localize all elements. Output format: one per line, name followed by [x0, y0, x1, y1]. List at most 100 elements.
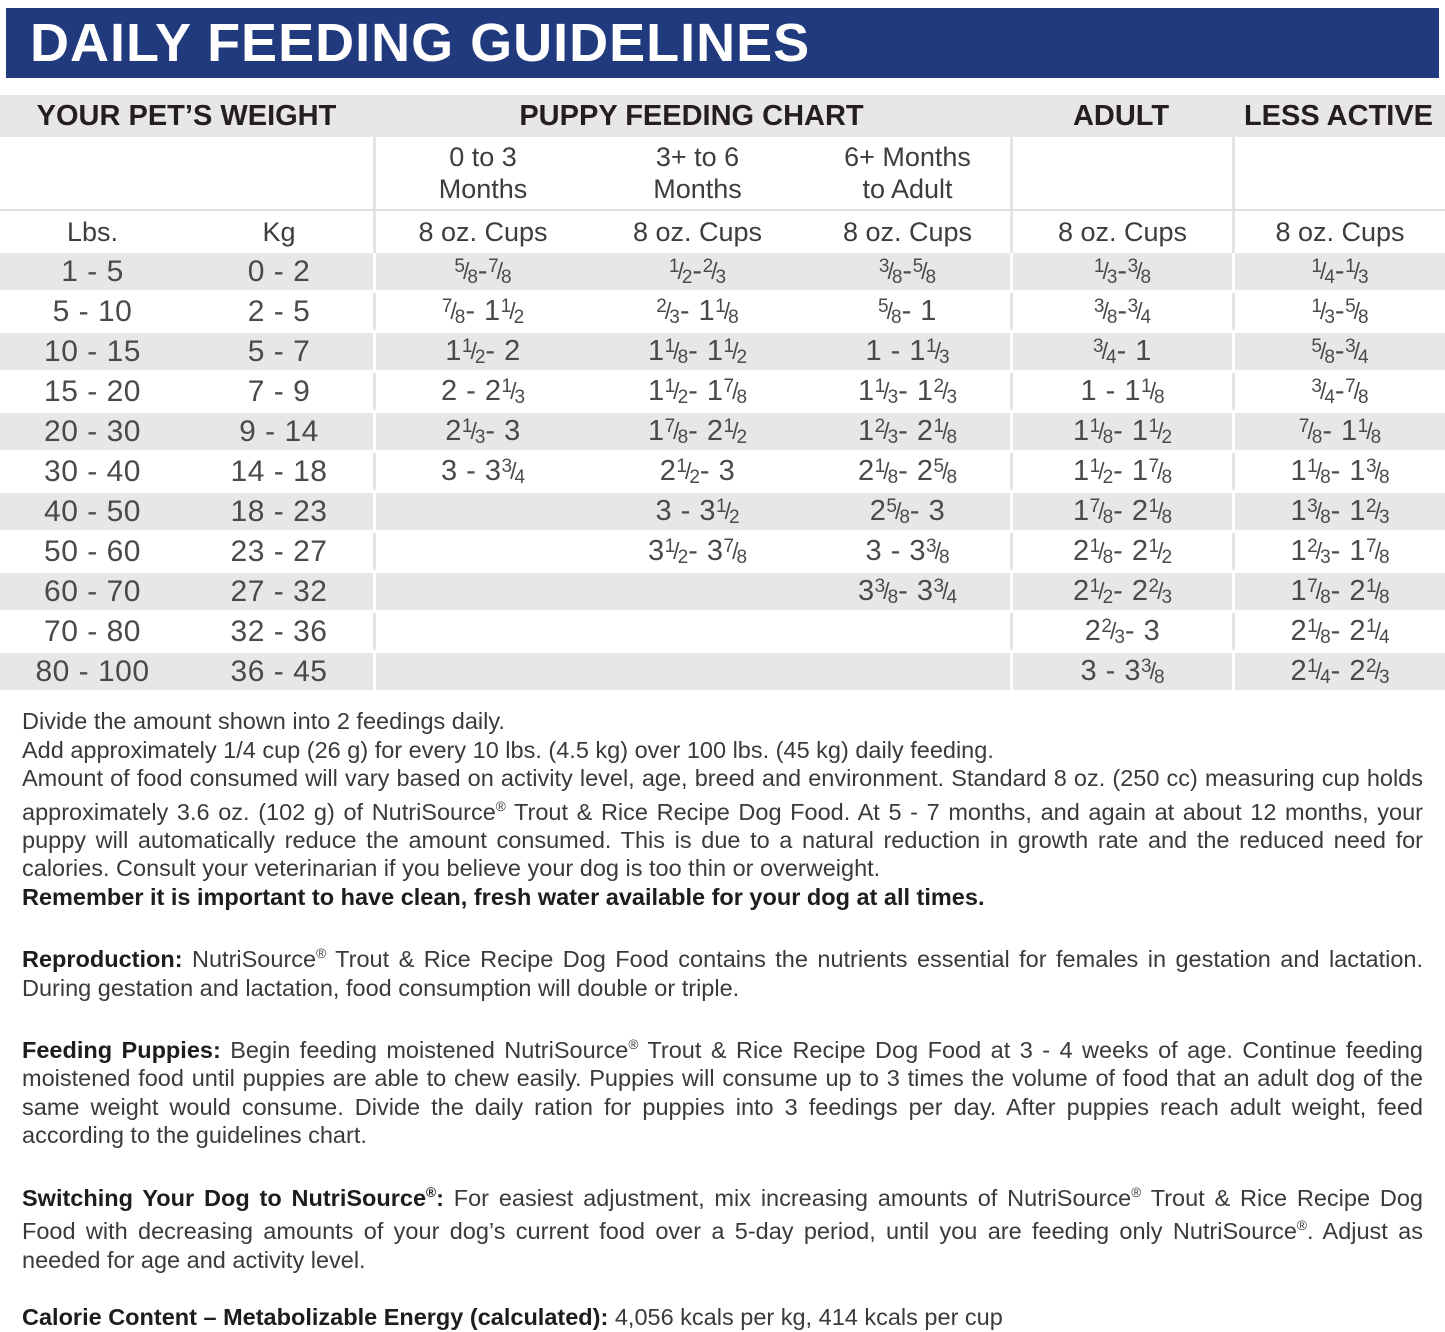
- age-header-spacer: [1232, 137, 1445, 209]
- units-header-cups: 8 oz. Cups: [373, 211, 590, 253]
- cell-p6a: 5/8 - 1: [878, 295, 937, 328]
- cell-p6a: 1 - 1 1/3: [865, 335, 950, 368]
- age-header-spacer: [0, 137, 185, 209]
- cell-p36: [590, 653, 805, 690]
- cell-lbs: 1 - 5: [61, 254, 124, 288]
- age-header-3-6-months: 3+ to 6 Months: [653, 141, 742, 204]
- feeding-notes: Divide the amount shown into 2 feedings …: [0, 693, 1445, 1332]
- cell-p36: 3 - 3 1/2: [655, 495, 740, 528]
- table-row: 5 - 10 2 - 5 7/8 - 1 1/2 2/3 - 1 1/8 5/8 - 1…: [0, 293, 1445, 330]
- cell-lbs: 5 - 10: [52, 294, 133, 328]
- cell-less: 1 3/8 - 1 2/3: [1232, 493, 1445, 530]
- units-header-row: Lbs. Kg 8 oz. Cups 8 oz. Cups 8 oz. Cups…: [0, 211, 1445, 253]
- units-header-cups: 8 oz. Cups: [1010, 211, 1232, 253]
- table-row: 60 - 70 27 - 32 3 3/8 - 3 3/4 2 1/2 - 2 2/3…: [0, 573, 1445, 610]
- sections-block: Reproduction: NutriSource® Trout & Rice …: [22, 940, 1423, 1331]
- cell-p6a: 2 5/8 - 3: [869, 495, 946, 528]
- group-header-less-active: LESS ACTIVE: [1243, 99, 1434, 132]
- age-header-row: 0 to 3 Months 3+ to 6 Months 6+ Months t…: [0, 137, 1445, 211]
- cell-p6a: 1 2/3 - 2 1/8: [857, 415, 958, 448]
- cell-p36: 2/3 - 1 1/8: [656, 295, 739, 328]
- cell-less: 1/4 - 1/3: [1232, 253, 1445, 290]
- age-header-spacer: [1010, 137, 1232, 209]
- cell-adult: 3/8 - 3/4: [1010, 293, 1232, 330]
- feeding-guidelines-page: DAILY FEEDING GUIDELINES YOUR PET’S WEIG…: [0, 8, 1445, 1332]
- cell-p36: [590, 613, 805, 650]
- cell-adult: 2 1/8 - 2 1/2: [1010, 533, 1232, 570]
- cell-kg: 36 - 45: [230, 654, 328, 688]
- cell-p03: [373, 493, 590, 530]
- cell-p36: [590, 573, 805, 610]
- cell-lbs: 40 - 50: [44, 494, 141, 528]
- cell-p36: 3 1/2 - 3 7/8: [647, 535, 748, 568]
- cell-less: 2 1/4 - 2 2/3: [1232, 653, 1445, 690]
- cell-adult: 2 2/3 - 3: [1010, 613, 1232, 650]
- section-lead: Reproduction:: [22, 946, 183, 973]
- units-header-cups: 8 oz. Cups: [1232, 211, 1445, 253]
- section-lead: Calorie Content – Metabolizable Energy (…: [22, 1304, 609, 1331]
- cell-p36: 1 1/8 - 1 1/2: [647, 335, 748, 368]
- table-row: 30 - 40 14 - 18 3 - 3 3/4 2 1/2 - 3 2 1/8 - …: [0, 453, 1445, 490]
- cell-kg: 18 - 23: [230, 494, 328, 528]
- table-group-header-row: YOUR PET’S WEIGHT PUPPY FEEDING CHART AD…: [0, 95, 1445, 137]
- cell-less: 5/8 - 3/4: [1232, 333, 1445, 370]
- cell-lbs: 20 - 30: [44, 414, 141, 448]
- units-header-lbs: Lbs.: [66, 216, 119, 247]
- cell-p6a: 2 1/8 - 2 5/8: [857, 455, 958, 488]
- cell-less: 1 7/8 - 2 1/8: [1232, 573, 1445, 610]
- cell-kg: 7 - 9: [247, 374, 311, 408]
- cell-adult: 1 1/8 - 1 1/2: [1010, 413, 1232, 450]
- section-lead: Feeding Puppies:: [22, 1036, 221, 1063]
- table-row: 20 - 30 9 - 14 2 1/3 - 3 1 7/8 - 2 1/2 1 2/3…: [0, 413, 1445, 450]
- cell-p36: 2 1/2 - 3: [659, 455, 736, 488]
- cell-lbs: 70 - 80: [44, 614, 141, 648]
- table-row: 40 - 50 18 - 23 3 - 3 1/2 2 5/8 - 3 1 7/8 - …: [0, 493, 1445, 530]
- cell-adult: 3/4 - 1: [1010, 333, 1232, 370]
- cell-kg: 9 - 14: [239, 414, 319, 448]
- cell-lbs: 50 - 60: [44, 534, 141, 568]
- title-bar: DAILY FEEDING GUIDELINES: [6, 8, 1439, 78]
- notes-block: Divide the amount shown into 2 feedings …: [22, 707, 1423, 911]
- group-header-adult: ADULT: [1072, 99, 1170, 132]
- cell-kg: 14 - 18: [230, 454, 328, 488]
- cell-p36: 1 1/2 - 1 7/8: [647, 375, 748, 408]
- cell-kg: 27 - 32: [230, 574, 328, 608]
- table-body: 1 - 5 0 - 2 5/8 - 7/8 1/2 - 2/3 3/8 - 5/8 1/3…: [0, 253, 1445, 690]
- cell-p03: [373, 573, 590, 610]
- cell-less: 3/4 - 7/8: [1232, 373, 1445, 410]
- cell-lbs: 15 - 20: [44, 374, 141, 408]
- cell-lbs: 30 - 40: [44, 454, 141, 488]
- units-header-kg: Kg: [262, 216, 296, 247]
- info-section: Feeding Puppies: Begin feeding moistened…: [22, 1036, 1423, 1149]
- cell-adult: 2 1/2 - 2 2/3: [1010, 573, 1232, 610]
- info-section: Switching Your Dog to NutriSource®: For …: [22, 1184, 1423, 1273]
- cell-p6a: [805, 613, 1010, 650]
- note-line: Divide the amount shown into 2 feedings …: [22, 708, 505, 734]
- cell-adult: 3 - 3 3/8: [1010, 653, 1232, 690]
- cell-kg: 2 - 5: [247, 294, 311, 328]
- table-row: 1 - 5 0 - 2 5/8 - 7/8 1/2 - 2/3 3/8 - 5/8 1/3…: [0, 253, 1445, 290]
- group-header-puppy: PUPPY FEEDING CHART: [519, 99, 864, 132]
- cell-less: 7/8 - 1 1/8: [1232, 413, 1445, 450]
- cell-p03: [373, 533, 590, 570]
- cell-p36: 1 7/8 - 2 1/2: [647, 415, 748, 448]
- cell-adult: 1 - 1 1/8: [1010, 373, 1232, 410]
- group-header-weight: YOUR PET’S WEIGHT: [36, 99, 337, 132]
- table-row: 10 - 15 5 - 7 1 1/2 - 2 1 1/8 - 1 1/2 1 - 1 …: [0, 333, 1445, 370]
- table-row: 50 - 60 23 - 27 3 1/2 - 3 7/8 3 - 3 3/8 2 1/…: [0, 533, 1445, 570]
- age-header-0-3-months: 0 to 3 Months: [373, 137, 590, 209]
- section-lead: Switching Your Dog to NutriSource®:: [22, 1184, 444, 1211]
- cell-adult: 1/3 - 3/8: [1010, 253, 1232, 290]
- info-section: Reproduction: NutriSource® Trout & Rice …: [22, 946, 1424, 1001]
- cell-p03: 5/8 - 7/8: [373, 253, 590, 290]
- cell-kg: 5 - 7: [247, 334, 311, 368]
- cell-kg: 0 - 2: [247, 254, 311, 288]
- cell-lbs: 10 - 15: [44, 334, 141, 368]
- cell-p6a: 3 3/8 - 3 3/4: [857, 575, 958, 608]
- cell-adult: 1 1/2 - 1 7/8: [1010, 453, 1232, 490]
- cell-p6a: [805, 653, 1010, 690]
- cell-p6a: 3/8 - 5/8: [878, 255, 937, 288]
- age-header-spacer: [185, 137, 373, 209]
- note-line: Remember it is important to have clean, …: [22, 883, 985, 910]
